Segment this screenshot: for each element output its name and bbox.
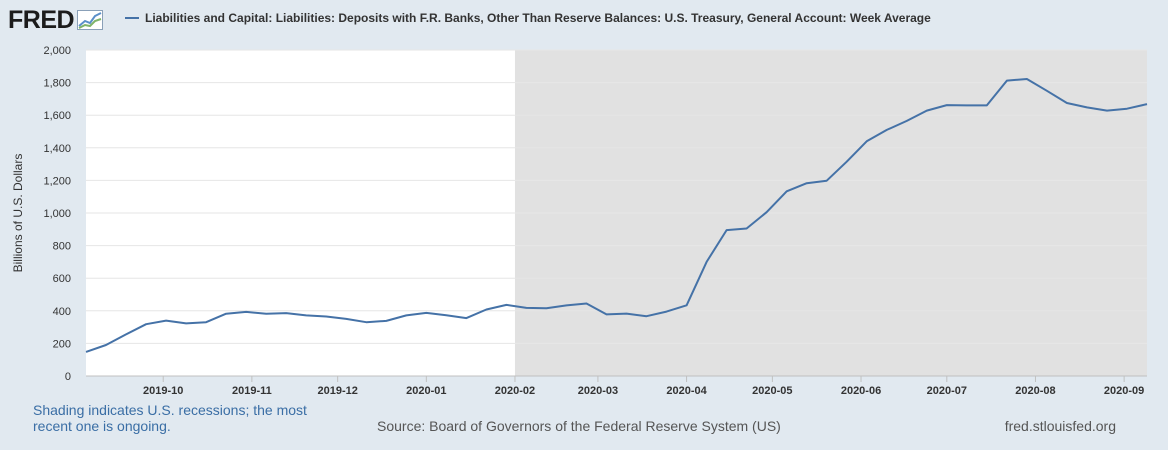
recession-note: Shading indicates U.S. recessions; the m… [33,402,307,434]
x-tick-label: 2020-06 [841,385,881,397]
site-link[interactable]: fred.stlouisfed.org [1004,418,1116,434]
y-tick-label: 1,200 [43,175,71,187]
y-tick-label: 1,400 [43,143,71,155]
y-tick-label: 200 [53,338,71,350]
chart-logo-icon [77,10,104,30]
legend-label: Liabilities and Capital: Liabilities: De… [145,11,931,25]
legend[interactable]: Liabilities and Capital: Liabilities: De… [125,11,931,25]
x-tick-label: 2020-07 [927,385,967,397]
x-tick-label: 2019-12 [317,385,357,397]
y-tick-labels: 0 200 400 600 800 1,000 1,200 1,400 1,600 1,800 2,… [43,45,71,383]
x-tick-label: 2020-02 [495,385,535,397]
x-tick-label: 2020-08 [1015,385,1055,397]
x-tick-label: 2020-04 [666,385,707,397]
y-tick-label: 0 [65,371,71,383]
y-tick-label: 1,800 [43,78,71,90]
y-tick-label: 2,000 [43,45,71,57]
y-gridlines [86,49,1147,377]
x-tick-label: 2019-10 [143,385,183,397]
source-text: Source: Board of Governors of the Federa… [377,418,781,434]
x-tick-label: 2020-03 [578,385,618,397]
y-tick-label: 400 [53,306,71,318]
x-tick-label: 2020-09 [1104,385,1144,397]
chart-header: FRED Liabilities and Capital: Liabilitie… [0,0,1168,40]
x-tick-label: 2019-11 [232,385,272,397]
series-line[interactable] [85,78,1148,353]
y-tick-label: 1,600 [43,110,71,122]
legend-swatch [125,17,139,19]
y-axis-label: Billions of U.S. Dollars [11,154,25,273]
x-tick-marks [162,376,1125,382]
fred-logo-text: FRED [8,6,75,34]
x-tick-label: 2020-01 [406,385,446,397]
y-tick-label: 800 [53,241,71,253]
fred-logo[interactable]: FRED [8,6,104,34]
y-tick-label: 600 [53,273,71,285]
y-tick-label: 1,000 [43,208,71,220]
x-tick-label: 2020-05 [752,385,792,397]
x-tick-labels: 2019-10 2019-11 2019-12 2020-01 2020-02 2020-… [143,385,1144,397]
